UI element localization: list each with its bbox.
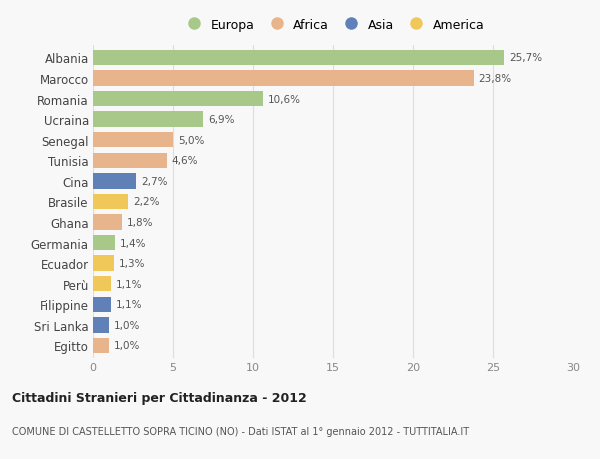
Bar (93, 174, 136, 189)
Legend: Europa, Africa, Asia, America: Europa, Africa, Asia, America (179, 16, 487, 34)
Text: 10,6%: 10,6% (268, 94, 301, 104)
Bar (93, 235, 115, 251)
Bar (93, 194, 128, 210)
Text: 1,1%: 1,1% (115, 279, 142, 289)
Text: COMUNE DI CASTELLETTO SOPRA TICINO (NO) - Dati ISTAT al 1° gennaio 2012 - TUTTIT: COMUNE DI CASTELLETTO SOPRA TICINO (NO) … (12, 426, 469, 436)
Bar (93, 50, 504, 66)
Text: 25,7%: 25,7% (509, 53, 542, 63)
Text: 23,8%: 23,8% (479, 74, 512, 84)
Text: 1,4%: 1,4% (120, 238, 146, 248)
Text: 1,1%: 1,1% (115, 300, 142, 310)
Bar (93, 92, 263, 107)
Bar (93, 276, 110, 292)
Text: 1,0%: 1,0% (114, 341, 140, 351)
Bar (93, 297, 110, 312)
Bar (93, 153, 167, 168)
Bar (93, 338, 109, 353)
Text: 4,6%: 4,6% (172, 156, 198, 166)
Bar (93, 112, 203, 128)
Text: 2,2%: 2,2% (133, 197, 160, 207)
Text: 5,0%: 5,0% (178, 135, 204, 146)
Text: 6,9%: 6,9% (208, 115, 235, 125)
Text: 1,8%: 1,8% (127, 218, 153, 228)
Bar (93, 256, 114, 271)
Text: 2,7%: 2,7% (141, 176, 167, 186)
Bar (93, 133, 173, 148)
Bar (93, 318, 109, 333)
Text: Cittadini Stranieri per Cittadinanza - 2012: Cittadini Stranieri per Cittadinanza - 2… (12, 392, 307, 405)
Text: 1,0%: 1,0% (114, 320, 140, 330)
Bar (93, 71, 474, 86)
Text: 1,3%: 1,3% (119, 258, 145, 269)
Bar (93, 215, 122, 230)
